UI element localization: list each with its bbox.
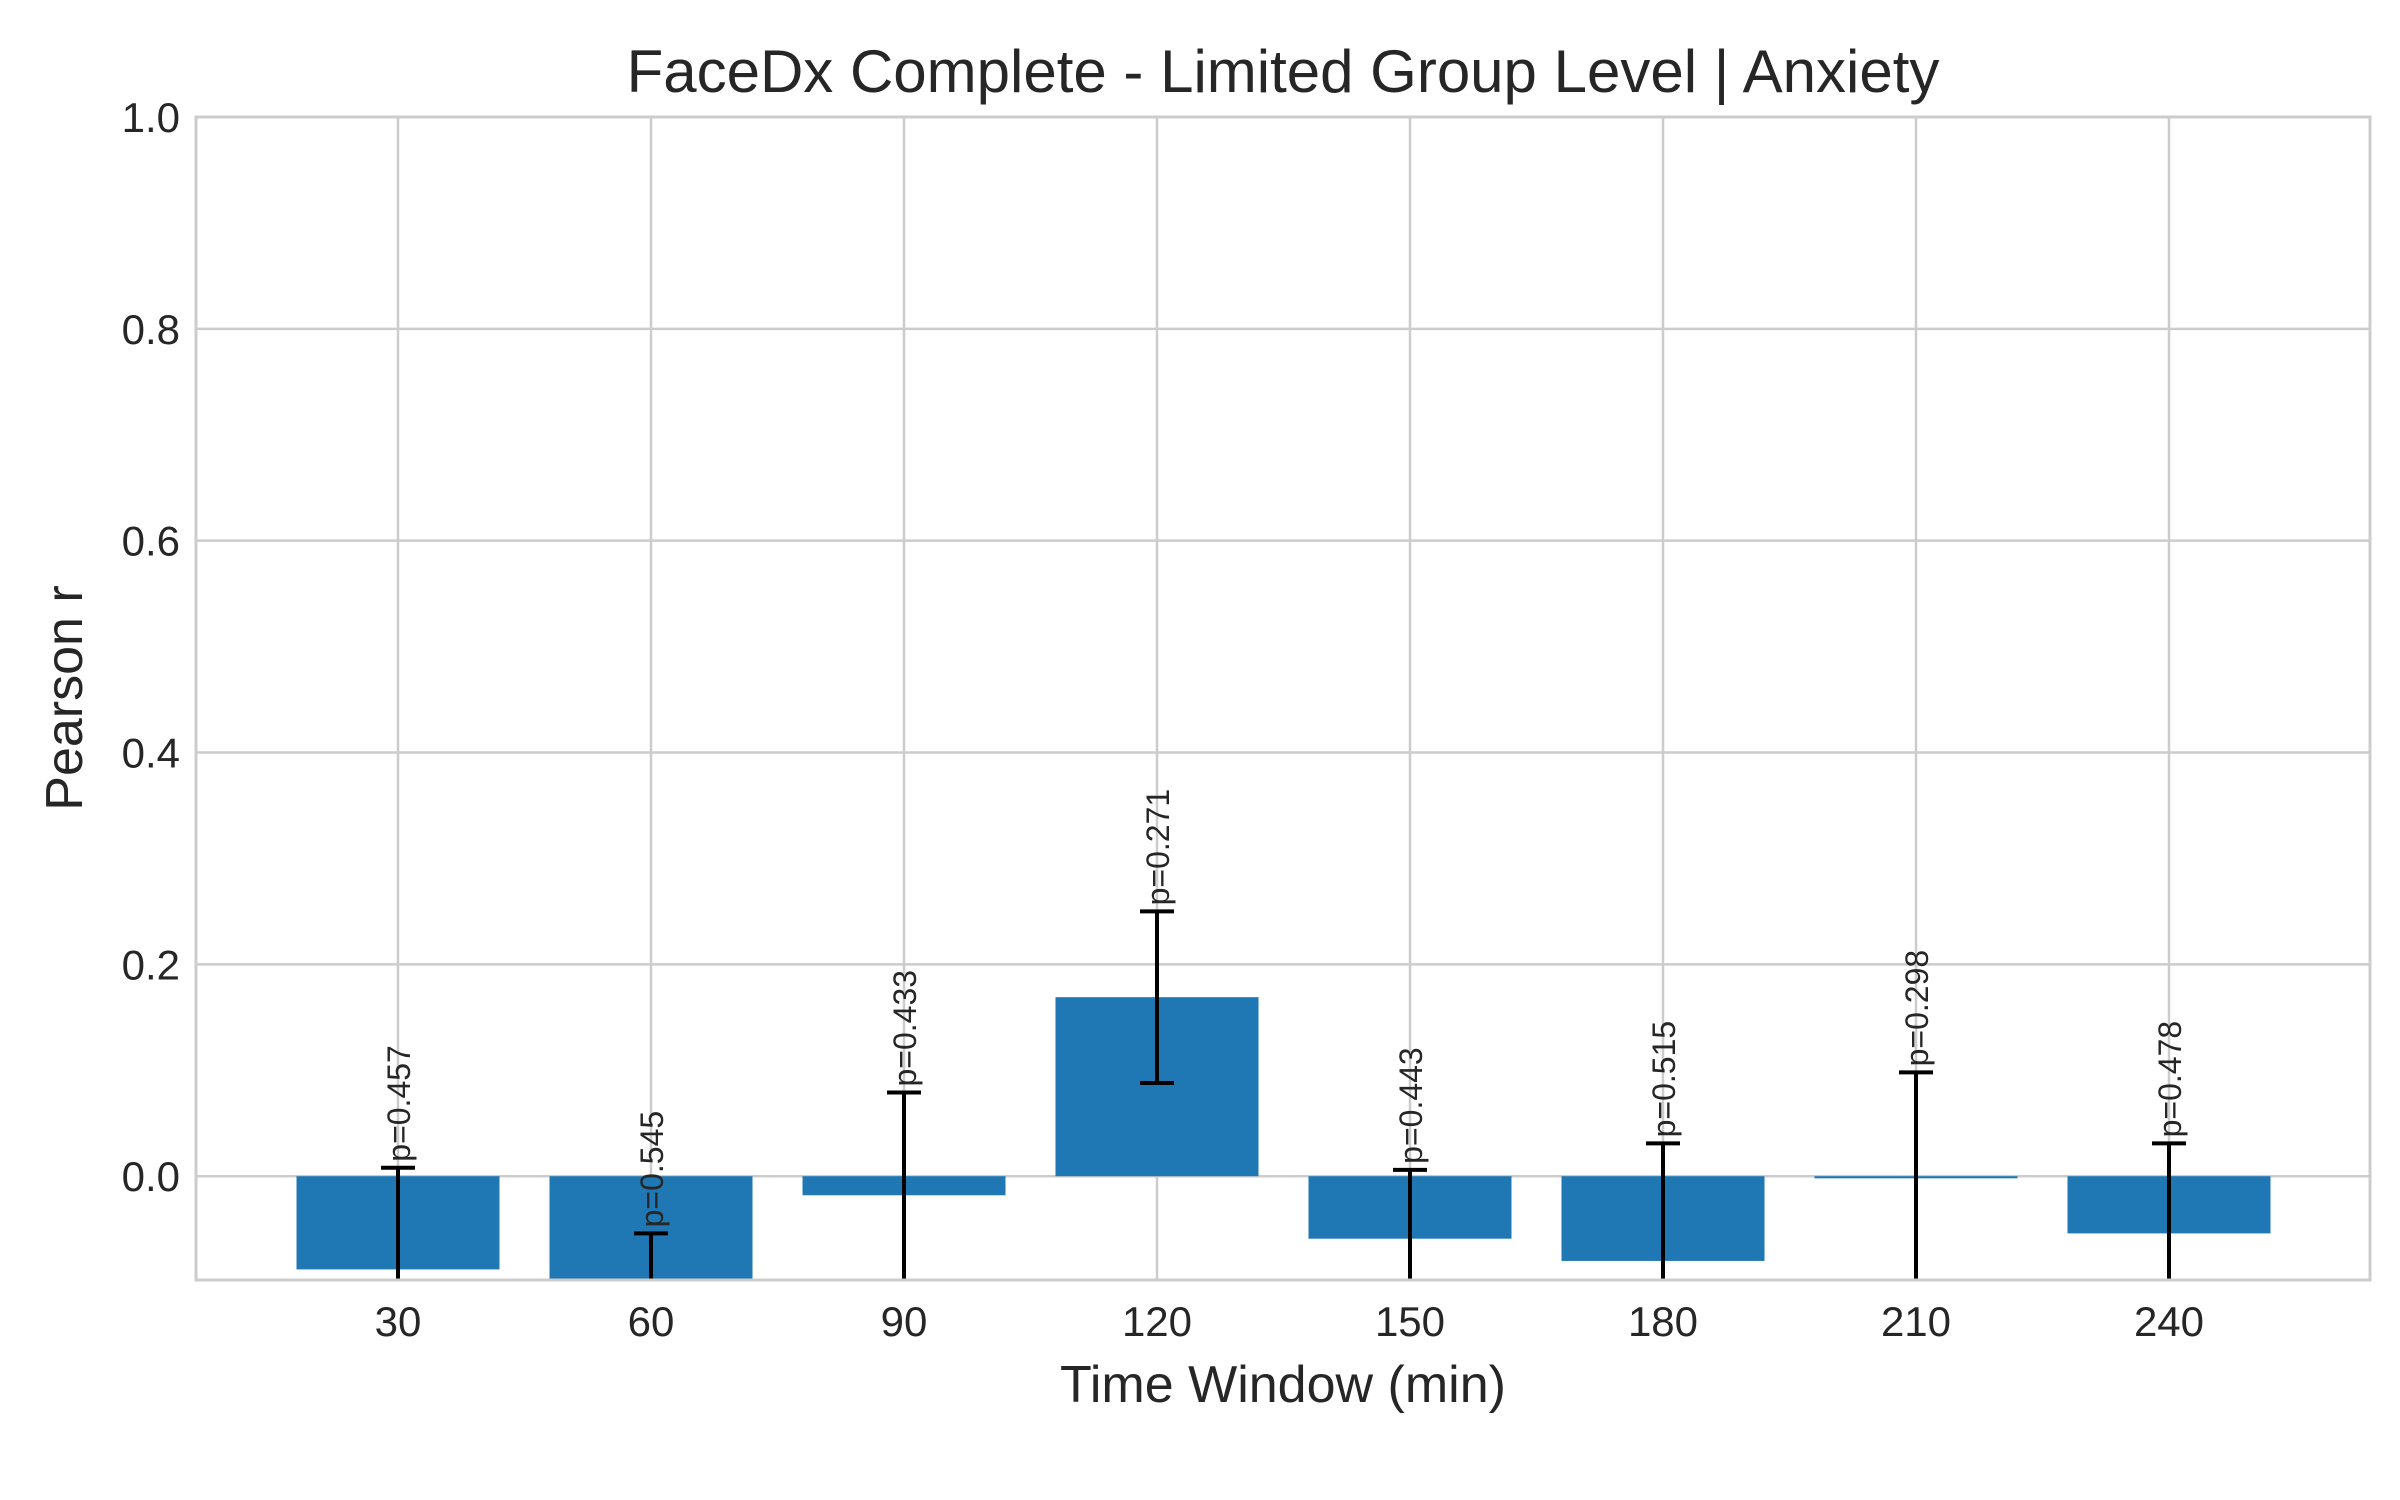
p-value-label-180: p=0.515 — [1646, 1021, 1682, 1138]
x-tick-label: 150 — [1375, 1298, 1445, 1345]
x-tick-label: 240 — [2134, 1298, 2204, 1345]
y-tick-label: 0.0 — [122, 1153, 180, 1200]
y-tick-label: 0.6 — [122, 518, 180, 565]
p-value-label-150: p=0.443 — [1393, 1047, 1429, 1164]
x-tick-label: 180 — [1628, 1298, 1698, 1345]
x-tick-label: 60 — [628, 1298, 675, 1345]
y-tick-label: 0.8 — [122, 306, 180, 353]
p-value-label-210: p=0.298 — [1899, 950, 1935, 1067]
p-value-label-30: p=0.457 — [381, 1045, 417, 1162]
x-tick-label: 120 — [1122, 1298, 1192, 1345]
y-tick-label: 1.0 — [122, 94, 180, 141]
y-axis-label: Pearson r — [36, 585, 94, 810]
p-value-label-60: p=0.545 — [634, 1111, 670, 1228]
x-tick-label: 90 — [881, 1298, 928, 1345]
y-tick-label: 0.2 — [122, 941, 180, 988]
x-tick-label: 210 — [1881, 1298, 1951, 1345]
plot-frame — [194, 115, 2372, 1282]
y-tick-label: 0.4 — [122, 730, 180, 777]
x-tick-label: 30 — [375, 1298, 422, 1345]
x-axis-label: Time Window (min) — [1060, 1356, 1506, 1414]
p-value-label-240: p=0.478 — [2152, 1021, 2188, 1138]
chart-title: FaceDx Complete - Limited Group Level | … — [627, 38, 1940, 105]
p-value-label-90: p=0.433 — [887, 970, 923, 1087]
p-value-label-120: p=0.271 — [1140, 789, 1176, 906]
